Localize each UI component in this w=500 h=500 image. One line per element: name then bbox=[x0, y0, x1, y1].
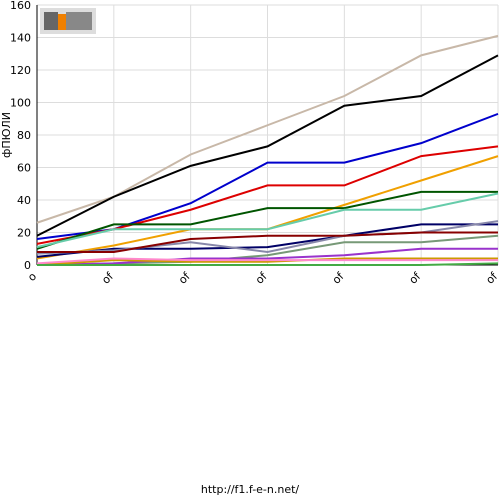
series-line bbox=[36, 223, 498, 258]
y-axis-label: фПЮЛИ bbox=[0, 112, 13, 158]
series-line bbox=[37, 231, 498, 253]
series-line bbox=[36, 190, 498, 250]
x-tick-label: of bbox=[407, 269, 424, 286]
y-tick-label: 60 bbox=[17, 162, 31, 175]
series-line bbox=[37, 262, 499, 266]
x-tick-label: of bbox=[330, 269, 347, 286]
x-tick-label: of bbox=[253, 269, 270, 286]
logo-part bbox=[58, 14, 66, 30]
y-tick-label: 140 bbox=[10, 32, 31, 45]
x-tick-label: o bbox=[25, 270, 39, 284]
logo-part bbox=[66, 12, 92, 30]
logo-part bbox=[44, 12, 58, 30]
y-tick-label: 100 bbox=[10, 97, 31, 110]
series-line bbox=[36, 247, 498, 266]
logo bbox=[40, 8, 96, 34]
x-tick-label: of bbox=[99, 269, 116, 286]
series-line bbox=[36, 257, 498, 266]
y-tick-label: 0 bbox=[24, 259, 31, 272]
x-tick-label: of bbox=[176, 269, 193, 286]
y-tick-label: 80 bbox=[17, 129, 31, 142]
y-tick-label: 20 bbox=[17, 227, 31, 240]
series-line bbox=[36, 192, 499, 249]
y-tick-label: 160 bbox=[10, 0, 31, 12]
series-line bbox=[36, 257, 498, 265]
x-tick-label: of bbox=[483, 269, 500, 286]
series-line bbox=[36, 54, 499, 237]
footer: http://f1.f-e-n.net/ bbox=[201, 483, 300, 496]
y-tick-label: 120 bbox=[10, 64, 31, 77]
y-tick-label: 40 bbox=[17, 194, 31, 207]
